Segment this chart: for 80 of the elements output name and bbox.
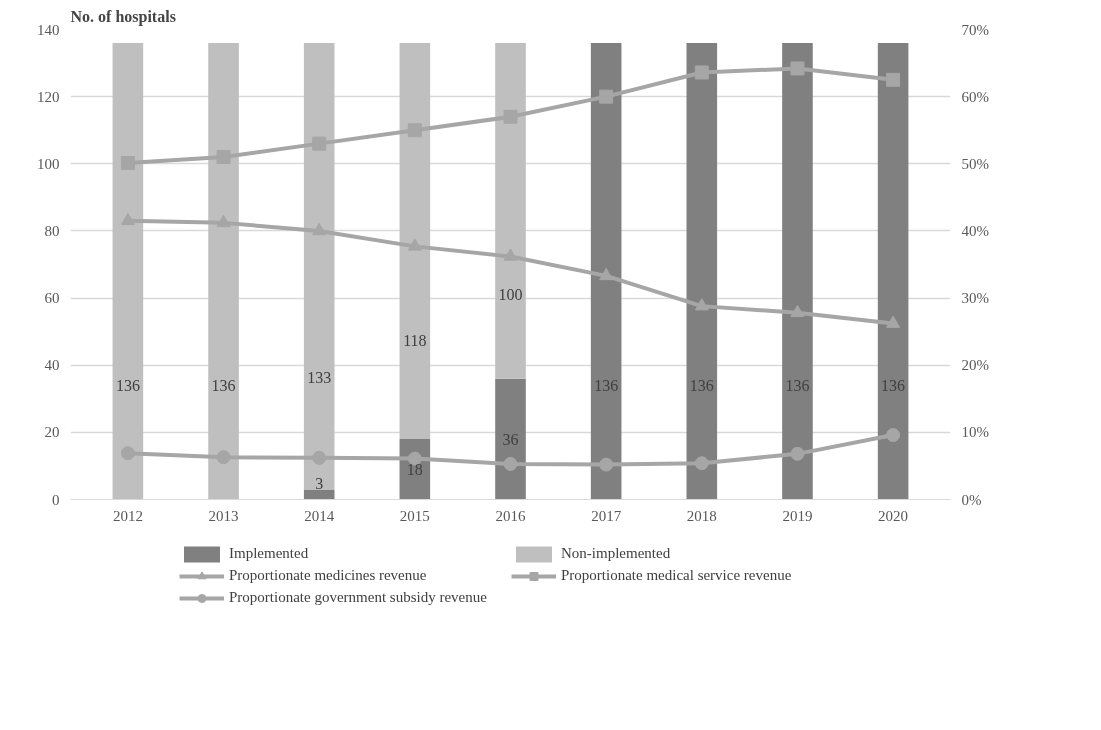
y2-tick-label: 0% [961,491,982,508]
y2-tick-label: 60% [961,88,989,105]
x-tick-label: 2012 [112,507,143,524]
point [694,456,709,471]
point [503,109,518,124]
point [790,446,805,461]
point [407,238,422,251]
x-tick-label: 2019 [782,507,813,524]
y2-tick-label: 50% [961,155,989,172]
legend-label: Proportionate medicines revenue [229,567,428,584]
data-label: 36 [502,430,519,448]
legend-label: Non-implemented [561,545,672,562]
x-tick-label: 2020 [878,507,909,524]
bar [399,42,431,440]
point [120,212,135,226]
data-label: 136 [594,376,619,394]
point [790,61,805,76]
point [503,248,518,261]
data-label: 3 [315,475,324,493]
data-label: 136 [211,376,236,394]
bar [877,42,909,500]
point [407,123,422,138]
bar [495,378,526,500]
data-label: 136 [115,376,140,394]
bar [112,42,144,500]
point [312,450,327,465]
y-tick-label: 140 [37,21,60,38]
point [886,315,901,328]
point [694,298,709,311]
point [216,150,231,165]
y2-tick-label: 30% [961,290,989,307]
point [790,304,805,318]
point [312,136,327,151]
point [599,267,614,281]
bar [208,42,239,500]
data-label: 118 [403,331,427,349]
bar [303,42,335,490]
bar [590,42,622,500]
data-label: 18 [406,460,423,478]
bar [495,42,526,379]
point [886,72,901,87]
x-tick-label: 2016 [495,507,526,524]
x-tick-label: 2014 [304,507,335,524]
x-tick-label: 2015 [399,507,430,524]
y-tick-label: 120 [37,88,60,105]
bar [303,489,335,500]
y2-tick-label: 70% [961,21,989,38]
point [216,450,231,465]
x-tick-label: 2013 [208,507,239,524]
legend-label: Implemented [229,545,310,562]
legend-label: Proportionate medical service revenue [561,567,793,584]
y2-tick-label: 20% [961,357,989,374]
point [599,89,614,104]
point [694,65,709,80]
point [216,214,231,228]
data-label: 136 [785,376,810,394]
data-label: 136 [881,376,906,394]
x-tick-label: 2017 [591,507,622,524]
point [503,456,518,471]
y2-tick-label: 40% [961,222,989,239]
data-label: 133 [307,369,332,387]
data-label: 136 [689,376,714,394]
bar [782,42,813,500]
point [886,428,901,443]
legend-label: Proportionate government subsidy revenue [229,589,488,606]
point [120,446,135,461]
point [599,457,614,472]
y-tick-label: 100 [37,155,60,172]
y-axis-title: No. of hospitals [70,7,176,26]
x-tick-label: 2018 [686,507,717,524]
point [312,222,327,236]
y-tick-label: 60 [44,290,60,307]
y-tick-label: 20 [44,424,60,441]
y2-tick-label: 10% [961,424,989,441]
data-label: 100 [498,286,523,304]
point [120,156,135,171]
bar [686,42,718,500]
y-tick-label: 0 [52,491,60,508]
y-tick-label: 80 [44,222,60,239]
y-tick-label: 40 [44,357,60,374]
